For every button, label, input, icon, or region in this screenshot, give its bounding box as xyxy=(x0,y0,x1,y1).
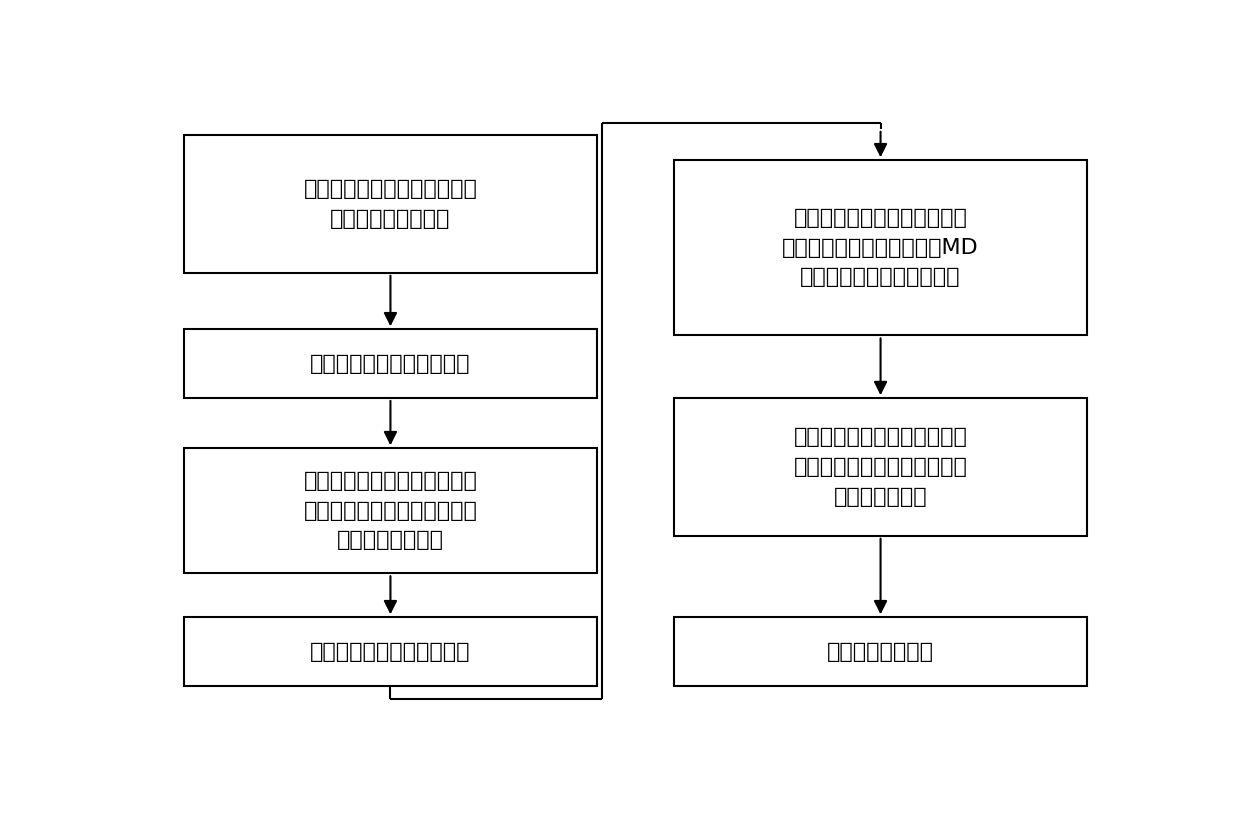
Text: 利用低精度惯导数据拟合飞行
轨迹，获取斜距误差: 利用低精度惯导数据拟合飞行 轨迹，获取斜距误差 xyxy=(304,179,477,228)
Bar xyxy=(675,617,1087,686)
Text: 视线方位运动误差二次补偿: 视线方位运动误差二次补偿 xyxy=(310,641,471,662)
Bar xyxy=(184,135,596,273)
Bar xyxy=(184,329,596,398)
Bar xyxy=(675,160,1087,336)
Text: 用惯组数据估计调频率初值，
对回波信号方位分块，采用MD
算法估计瞬时多普勒调频率: 用惯组数据估计调频率初值， 对回波信号方位分块，采用MD 算法估计瞬时多普勒调频… xyxy=(782,208,978,288)
Text: 结合惯组数据和回波信号，估
计无模糊的多普勒中心频率，
完成距离走动校正: 结合惯组数据和回波信号，估 计无模糊的多普勒中心频率， 完成距离走动校正 xyxy=(304,471,477,550)
Bar xyxy=(184,617,596,686)
Text: 拟合多普勒调频率平均值，计
算调频率误差，通过积分计算
方位待补偿相位: 拟合多普勒调频率平均值，计 算调频率误差，通过积分计算 方位待补偿相位 xyxy=(794,428,967,506)
Bar xyxy=(184,448,596,573)
Text: 视线方向运动误差一次补偿: 视线方向运动误差一次补偿 xyxy=(310,354,471,374)
Text: 方位残余相位补偿: 方位残余相位补偿 xyxy=(827,641,934,662)
Bar xyxy=(675,398,1087,536)
